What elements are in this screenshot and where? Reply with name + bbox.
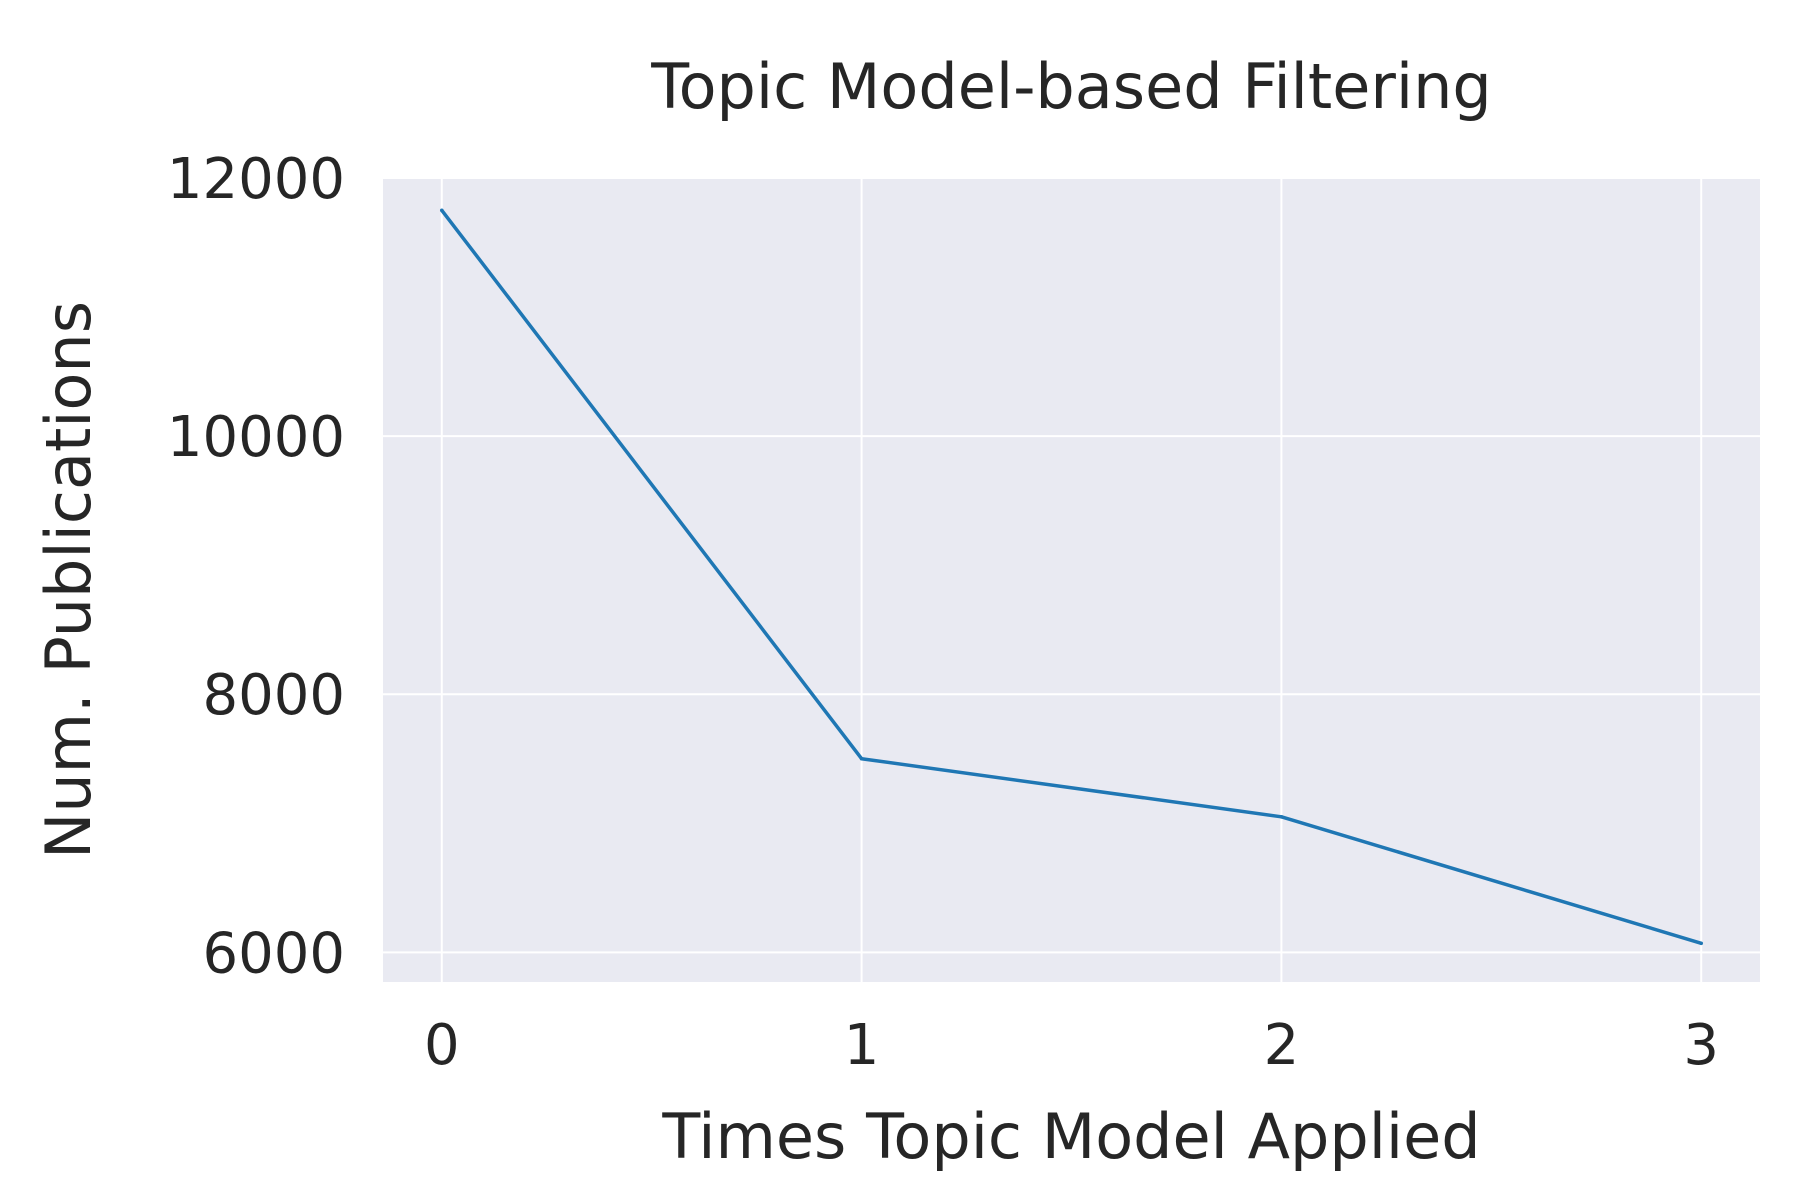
data-point — [1279, 815, 1284, 819]
y-axis-title: Num. Publications — [32, 301, 105, 859]
y-tick-label: 6000 — [202, 921, 345, 986]
x-tick-labels: 0 1 2 3 — [424, 1013, 1719, 1078]
y-tick-label: 10000 — [167, 405, 345, 470]
chart-title: Topic Model-based Filtering — [650, 50, 1491, 123]
y-tick-label: 12000 — [167, 147, 345, 212]
series-line — [440, 209, 1702, 945]
x-tick-label: 3 — [1683, 1013, 1719, 1078]
data-point — [1699, 941, 1704, 946]
plot-area — [383, 178, 1760, 982]
data-point — [439, 208, 444, 213]
x-tick-label: 2 — [1264, 1013, 1300, 1078]
y-tick-label: 8000 — [202, 663, 345, 728]
x-tick-label: 1 — [844, 1013, 880, 1078]
x-axis-title: Times Topic Model Applied — [661, 1100, 1480, 1173]
y-tick-labels: 6000 8000 10000 12000 — [167, 147, 345, 986]
x-tick-label: 0 — [424, 1013, 460, 1078]
data-point — [859, 756, 864, 761]
series-layer — [439, 208, 1704, 946]
